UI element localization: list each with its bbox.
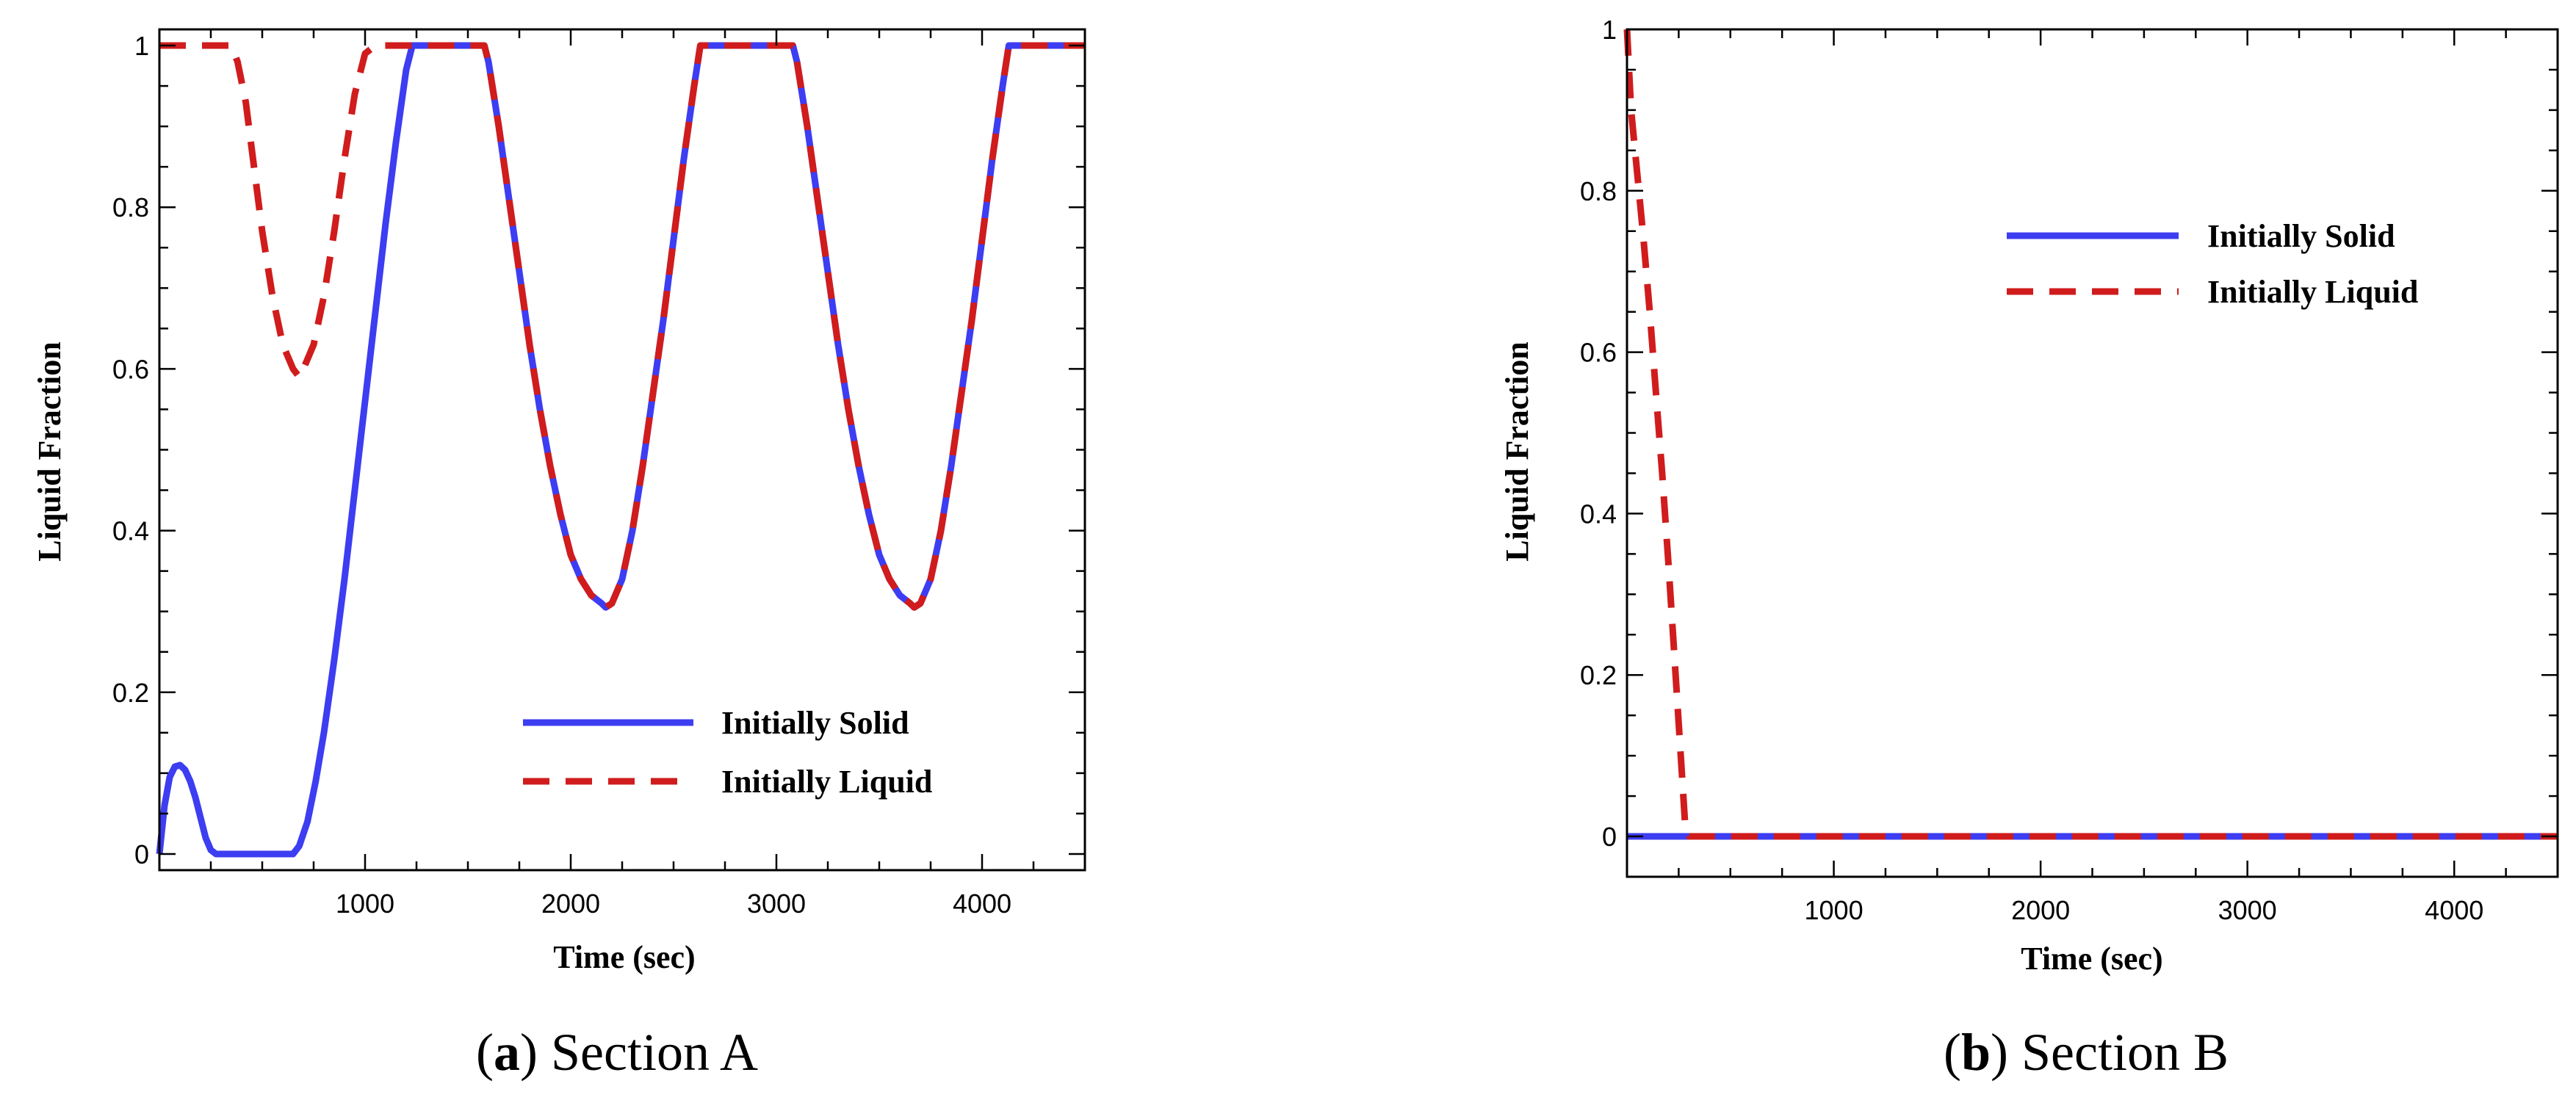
plot-area-b: 1000 2000 3000 4000 0 0.2 0.4 0.6 0.8 1 <box>1580 15 2559 925</box>
series-line-solid-a <box>156 42 1085 858</box>
y-axis-label-a: Liquid Fraction <box>32 341 68 562</box>
legend-label-liquid-a: Initially Liquid <box>721 764 932 800</box>
x-tick-label-a: 1000 <box>336 889 394 919</box>
x-tick-label-b: 1000 <box>1805 895 1864 925</box>
x-tick-label-a: 3000 <box>747 889 806 919</box>
x-tick-label-b: 3000 <box>2218 895 2277 925</box>
y-tick-label-a: 0 <box>134 839 149 869</box>
y-tick-label-a: 0.8 <box>112 192 149 222</box>
plot-area-a: 1000 2000 3000 4000 0 0.2 0.4 0.6 0.8 1 <box>112 28 1086 919</box>
chart-panel-a: 1000 2000 3000 4000 0 0.2 0.4 0.6 0.8 1 Time (sec… <box>32 28 1086 1082</box>
caption-text-a: Section A <box>551 1023 758 1082</box>
legend-a: Initially Solid Initially Liquid <box>523 705 932 800</box>
legend-label-solid-a: Initially Solid <box>721 705 909 741</box>
plot-frame-a <box>158 28 1086 872</box>
y-tick-label-a: 0.4 <box>112 516 149 546</box>
x-tick-label-b: 2000 <box>2011 895 2070 925</box>
caption-letter-b: b <box>1961 1023 1991 1082</box>
caption-text-b: Section B <box>2021 1023 2229 1082</box>
y-tick-label-b: 0 <box>1602 822 1617 852</box>
y-tick-label-b: 0.2 <box>1580 660 1617 690</box>
y-tick-label-a: 0.6 <box>112 354 149 384</box>
chart-panel-b: 1000 2000 3000 4000 0 0.2 0.4 0.6 0.8 1 Time (sec… <box>1499 15 2559 1082</box>
series-line-liquid-b <box>1623 29 2558 840</box>
series-line-liquid-a <box>159 42 1085 611</box>
y-axis-label-b: Liquid Fraction <box>1499 341 1535 562</box>
legend-label-liquid-b: Initially Liquid <box>2207 274 2418 310</box>
y-tick-label-b: 0.6 <box>1580 338 1617 368</box>
caption-letter-a: a <box>494 1023 520 1082</box>
legend-label-solid-b: Initially Solid <box>2207 218 2395 254</box>
y-tick-label-b: 0.8 <box>1580 176 1617 206</box>
plot-frame-b <box>1626 28 2559 878</box>
x-axis-label-b: Time (sec) <box>2021 941 2162 977</box>
caption-a: (a) Section A <box>476 1023 758 1082</box>
y-tick-label-b: 0.4 <box>1580 499 1617 529</box>
caption-b: (b) Section B <box>1944 1023 2229 1082</box>
x-tick-label-a: 4000 <box>953 889 1011 919</box>
y-tick-label-b: 1 <box>1602 15 1617 45</box>
x-tick-label-b: 4000 <box>2425 895 2483 925</box>
legend-b: Initially Solid Initially Liquid <box>2007 218 2418 310</box>
y-tick-label-a: 1 <box>134 31 149 61</box>
x-axis-label-a: Time (sec) <box>553 939 695 975</box>
y-tick-label-a: 0.2 <box>112 678 149 708</box>
x-tick-label-a: 2000 <box>541 889 600 919</box>
